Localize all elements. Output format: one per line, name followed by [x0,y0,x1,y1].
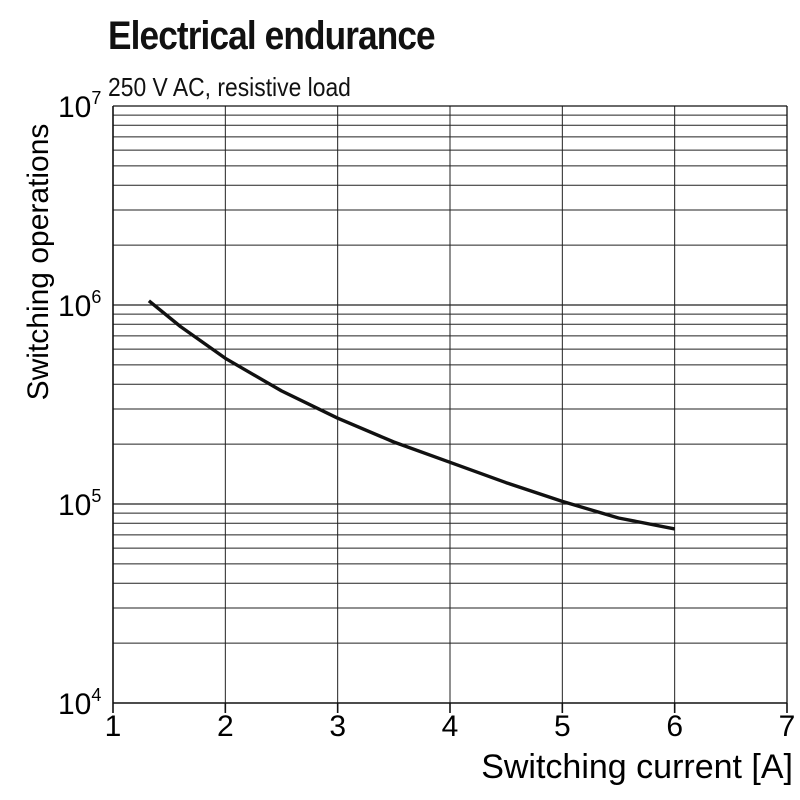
y-tick-labels: 104 105 106 107 [58,88,101,721]
x-tick-label: 3 [329,710,346,743]
chart-subtitle: 250 V AC, resistive load [108,72,351,102]
x-axis-label: Switching current [A] [481,748,793,786]
y-tick-label: 107 [58,88,101,124]
grid [113,106,787,703]
x-tick-label: 2 [217,710,234,743]
x-tick-label: 4 [442,710,459,743]
x-tick-label: 7 [779,710,796,743]
y-axis-label: Switching operations [22,124,55,401]
chart-title: Electrical endurance [108,14,436,58]
x-tick-label: 1 [105,710,122,743]
x-tick-label: 6 [666,710,683,743]
x-tick-labels: 1 2 3 4 5 6 7 [105,710,796,743]
y-tick-label: 105 [58,486,101,522]
y-tick-label: 104 [58,685,101,721]
series-layer [147,299,676,531]
y-tick-label: 106 [58,287,101,323]
axes [112,105,788,713]
series-line [147,299,676,531]
x-tick-label: 5 [554,710,571,743]
